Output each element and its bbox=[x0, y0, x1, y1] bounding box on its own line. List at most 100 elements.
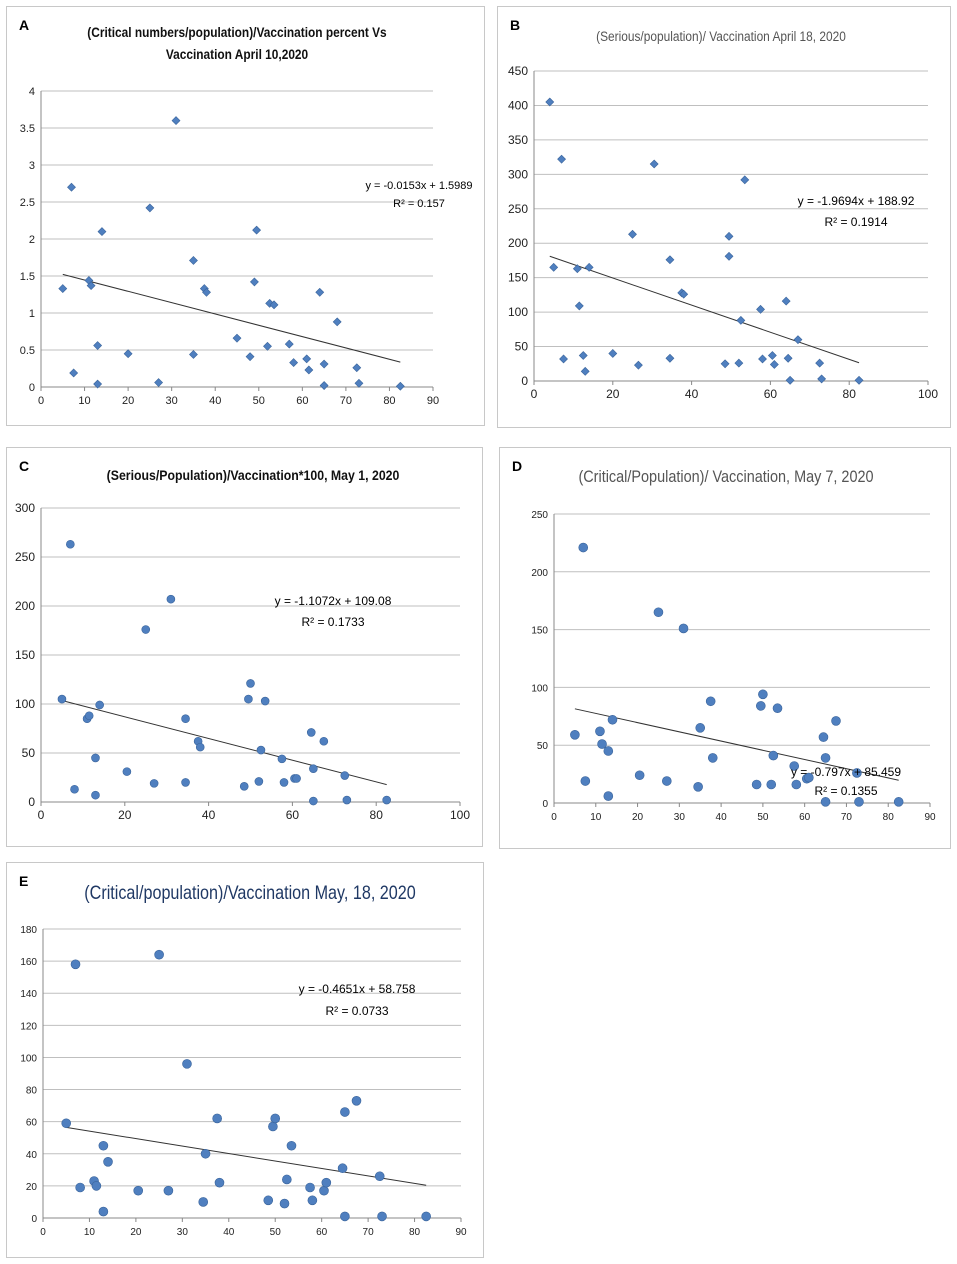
x-tick-label: 70 bbox=[340, 395, 352, 407]
y-tick-label: 60 bbox=[26, 1118, 38, 1129]
panel-b: B (Serious/population)/ Vaccination Apri… bbox=[497, 6, 951, 428]
data-point bbox=[758, 689, 768, 700]
chart-title: (Critical numbers/population)/Vaccinatio… bbox=[87, 24, 386, 40]
data-point bbox=[319, 381, 329, 390]
trendline bbox=[61, 700, 387, 786]
data-point bbox=[332, 317, 342, 327]
x-tick-label: 50 bbox=[270, 1227, 282, 1238]
chart-title: (Critical/Population)/ Vaccination, May … bbox=[578, 468, 873, 486]
data-point bbox=[279, 778, 289, 787]
y-tick-label: 250 bbox=[508, 202, 528, 216]
data-point bbox=[289, 358, 299, 368]
data-point bbox=[772, 703, 783, 714]
data-point bbox=[103, 1157, 113, 1167]
data-point bbox=[84, 711, 94, 721]
data-point bbox=[286, 1140, 297, 1151]
x-tick-label: 100 bbox=[918, 387, 938, 401]
chart-c: (Serious/Population)/Vaccination*100, Ma… bbox=[15, 467, 470, 822]
data-point bbox=[154, 949, 164, 960]
x-tick-label: 90 bbox=[455, 1227, 467, 1238]
data-point bbox=[665, 353, 675, 363]
y-tick-label: 3 bbox=[29, 160, 35, 172]
data-point bbox=[309, 764, 318, 773]
r-squared-label: R² = 0.1914 bbox=[824, 215, 887, 229]
y-tick-label: 140 bbox=[20, 989, 37, 1000]
data-point bbox=[758, 354, 767, 364]
data-point bbox=[791, 779, 802, 790]
data-point bbox=[382, 795, 391, 805]
data-point bbox=[337, 1163, 348, 1174]
data-point bbox=[751, 779, 762, 790]
data-point bbox=[695, 723, 706, 733]
data-point bbox=[893, 797, 904, 807]
data-point bbox=[572, 264, 582, 274]
panel-e: E (Critical/population)/Vaccination May,… bbox=[6, 862, 484, 1258]
data-point bbox=[149, 779, 159, 788]
trendline bbox=[549, 255, 860, 364]
data-point bbox=[736, 315, 746, 325]
data-point bbox=[256, 745, 266, 755]
data-point bbox=[123, 349, 133, 359]
x-tick-label: 80 bbox=[409, 1227, 421, 1238]
y-tick-label: 0 bbox=[521, 374, 528, 388]
x-tick-label: 40 bbox=[685, 387, 699, 401]
data-point bbox=[734, 358, 744, 368]
y-tick-label: 300 bbox=[508, 167, 528, 181]
x-tick-label: 0 bbox=[40, 1227, 46, 1238]
chart-title: (Serious/population)/ Vaccination April … bbox=[596, 28, 846, 44]
data-point bbox=[163, 1185, 174, 1196]
data-point bbox=[269, 300, 279, 310]
x-tick-label: 60 bbox=[316, 1227, 328, 1238]
data-point bbox=[270, 1113, 281, 1124]
x-tick-label: 90 bbox=[427, 395, 439, 407]
data-point bbox=[395, 381, 405, 391]
y-tick-label: 180 bbox=[20, 925, 37, 936]
data-point bbox=[282, 1174, 292, 1185]
data-point bbox=[319, 1185, 329, 1196]
data-point bbox=[212, 1113, 222, 1124]
data-point bbox=[740, 175, 750, 185]
data-point bbox=[662, 776, 672, 786]
data-point bbox=[783, 353, 793, 363]
panel-letter: A bbox=[19, 17, 30, 33]
data-point bbox=[804, 772, 814, 783]
x-tick-label: 40 bbox=[223, 1227, 235, 1238]
data-point bbox=[559, 354, 568, 364]
panel-letter: B bbox=[510, 17, 521, 33]
data-point bbox=[181, 714, 190, 724]
data-point bbox=[200, 1148, 211, 1159]
x-tick-label: 80 bbox=[383, 395, 395, 407]
data-point bbox=[154, 378, 164, 387]
data-point bbox=[789, 761, 800, 771]
x-tick-label: 10 bbox=[84, 1227, 96, 1238]
x-tick-label: 30 bbox=[674, 812, 686, 823]
chart-e: (Critical/population)/Vaccination May, 1… bbox=[20, 882, 467, 1238]
x-tick-label: 20 bbox=[122, 395, 134, 407]
data-point bbox=[263, 1195, 274, 1206]
data-point bbox=[70, 784, 79, 794]
data-point bbox=[852, 768, 862, 778]
data-point bbox=[724, 231, 734, 241]
data-point bbox=[580, 366, 590, 376]
data-point bbox=[279, 1198, 290, 1209]
y-tick-label: 100 bbox=[508, 305, 528, 319]
data-point bbox=[653, 607, 664, 618]
y-tick-label: 350 bbox=[508, 133, 528, 147]
data-point bbox=[304, 365, 314, 375]
y-tick-label: 20 bbox=[26, 1182, 38, 1193]
data-point bbox=[820, 753, 831, 763]
data-point bbox=[61, 1118, 72, 1129]
y-tick-label: 120 bbox=[20, 1021, 37, 1032]
data-point bbox=[97, 227, 107, 237]
data-point bbox=[340, 1107, 350, 1117]
data-point bbox=[321, 1177, 332, 1188]
y-tick-label: 100 bbox=[20, 1053, 37, 1064]
chart-title: Vaccination April 10,2020 bbox=[166, 46, 308, 62]
x-tick-label: 60 bbox=[296, 395, 308, 407]
x-tick-label: 0 bbox=[38, 808, 45, 822]
data-point bbox=[263, 341, 272, 351]
y-tick-label: 0 bbox=[542, 799, 548, 810]
x-tick-label: 50 bbox=[253, 395, 265, 407]
data-point bbox=[374, 1171, 385, 1182]
data-point bbox=[342, 795, 352, 805]
